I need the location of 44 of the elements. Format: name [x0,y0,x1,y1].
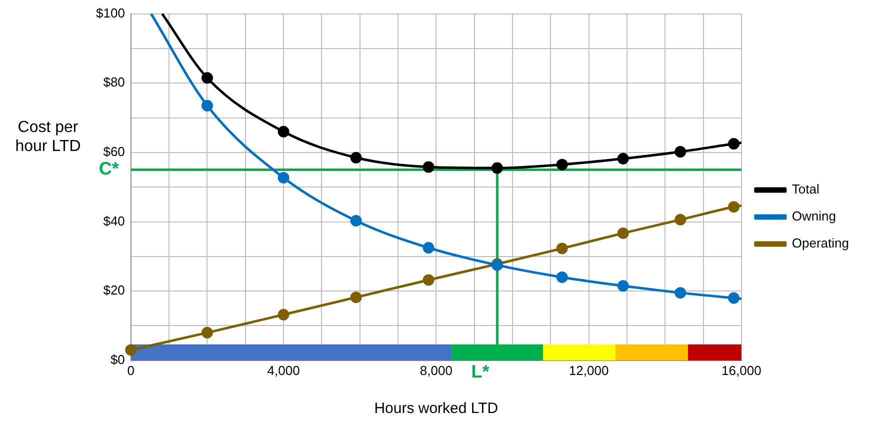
point [278,308,290,320]
ref-line-label: C* [98,158,119,179]
x-tick-label: 16,000 [722,362,762,378]
y-tick-label: $40 [103,213,125,228]
point [728,292,740,304]
y-tick-label: $60 [103,144,125,160]
point [556,158,568,170]
legend-label: Total [792,182,820,197]
y-tick-label: $0 [110,352,125,367]
point [674,287,686,299]
x-tick-label: 8,000 [420,362,452,378]
point [674,146,686,158]
point [278,172,290,184]
point [491,162,503,174]
point [201,100,213,112]
point [201,72,213,84]
x-tick-label: 0 [127,362,135,378]
point [201,326,213,338]
legend-label: Owning [792,208,836,224]
point [422,274,434,286]
point [617,227,629,239]
point [728,201,740,213]
legend-label: Operating [792,236,850,251]
point [556,271,568,283]
ref-line-label: L* [471,361,490,382]
point [556,242,568,254]
point [728,138,740,150]
y-tick-label: $80 [103,74,125,90]
x-tick-label: 4,000 [267,362,300,378]
point [350,214,362,226]
y-tick-label: $100 [96,5,125,20]
point [422,161,434,173]
point [422,242,434,254]
point [350,292,362,304]
point [617,152,629,164]
y-axis-title: Cost per hour LTD [14,118,82,156]
x-axis-title: Hours worked LTD [374,400,498,418]
point [278,126,290,138]
point [125,344,137,356]
point [350,152,362,164]
point [674,214,686,226]
x-tick-label: 12,000 [568,362,609,378]
point [617,280,629,292]
y-tick-label: $20 [103,282,125,298]
